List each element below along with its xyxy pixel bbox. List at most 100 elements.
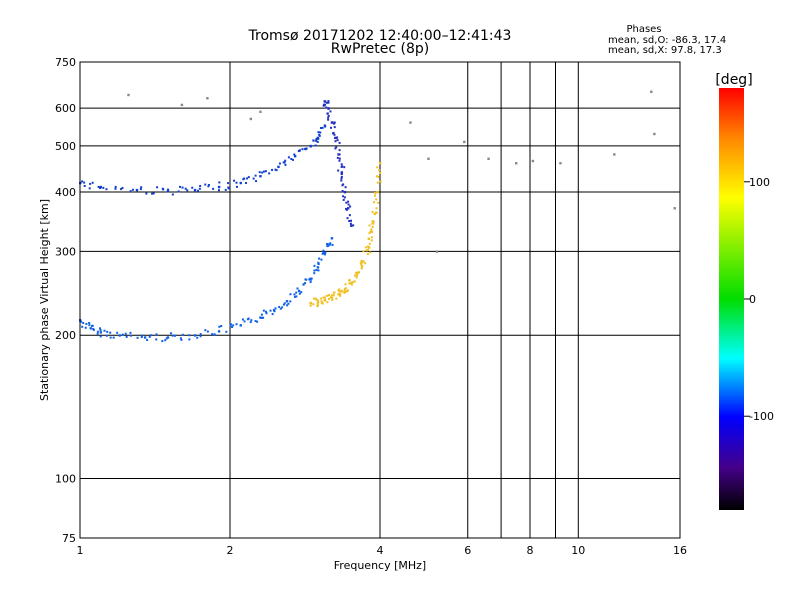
data-point [243, 177, 246, 180]
data-point [340, 290, 343, 293]
data-point [313, 269, 316, 272]
data-point [378, 169, 381, 172]
data-point [342, 198, 345, 201]
data-point [247, 317, 250, 320]
data-point [335, 297, 338, 300]
data-point [338, 141, 341, 144]
data-point [229, 324, 232, 327]
data-point [89, 327, 92, 330]
data-point [327, 118, 330, 121]
data-point [326, 112, 329, 115]
data-point [304, 148, 307, 151]
y-axis-label: Stationary phase Virtual Height [km] [38, 199, 51, 401]
data-point [218, 181, 221, 184]
series-2 [322, 100, 355, 227]
data-point [282, 303, 285, 306]
x-tick-label: 6 [464, 544, 471, 557]
data-point [335, 136, 338, 139]
data-point [371, 222, 374, 225]
data-points [79, 90, 676, 343]
data-point [293, 153, 296, 156]
data-point [309, 277, 312, 280]
data-point [350, 224, 353, 227]
data-point [345, 207, 348, 210]
data-point [336, 156, 339, 159]
data-point [312, 139, 315, 142]
data-point [124, 332, 127, 335]
data-point [376, 181, 379, 184]
data-point [653, 132, 656, 136]
series-0 [79, 237, 334, 343]
data-point [374, 192, 377, 195]
data-point [339, 294, 342, 297]
y-tick-label: 75 [62, 532, 76, 545]
data-point [346, 289, 349, 292]
data-point [186, 189, 189, 192]
data-point [330, 237, 334, 240]
phase-header-x: mean, sd,X: 97.8, 17.3 [608, 45, 722, 56]
data-point [313, 272, 316, 275]
data-point [89, 182, 92, 185]
data-point [336, 139, 339, 142]
data-point [164, 339, 167, 342]
data-point [218, 325, 221, 328]
chart-title: Tromsø 20171202 12:40:00–12:41:43 [248, 28, 512, 44]
data-point [330, 296, 334, 299]
data-point [167, 188, 170, 191]
y-tick-label: 300 [55, 245, 76, 258]
data-point [344, 186, 347, 189]
data-point [179, 185, 182, 188]
data-point [377, 201, 380, 204]
data-point [81, 325, 84, 328]
data-point [362, 260, 365, 263]
data-point [295, 291, 298, 294]
y-tick-label: 500 [55, 140, 76, 153]
data-point [166, 189, 170, 193]
axis-ticks: 75 100 200 300 400 500 600 750 1 2 4 6 8 10 16 [55, 56, 687, 557]
data-point [296, 287, 299, 290]
data-point [327, 114, 330, 117]
data-point [371, 210, 374, 213]
data-point [368, 224, 371, 227]
data-point [310, 277, 313, 280]
data-point [85, 322, 88, 325]
data-point [352, 224, 355, 227]
data-point [353, 280, 356, 283]
data-point [235, 181, 238, 184]
data-point [135, 188, 139, 192]
y-tick-label: 750 [55, 56, 76, 69]
data-point [143, 336, 147, 339]
data-point [99, 327, 102, 330]
data-point [103, 329, 106, 332]
data-point [114, 185, 117, 188]
data-point [355, 271, 358, 274]
grid-lines [80, 62, 680, 538]
data-point [312, 303, 315, 306]
data-point [278, 305, 281, 308]
data-point [105, 334, 108, 337]
data-point [309, 278, 312, 281]
data-point [313, 264, 316, 267]
data-point [262, 309, 265, 312]
data-point [199, 184, 202, 187]
data-point [340, 171, 344, 174]
data-point [275, 169, 278, 172]
data-point [320, 258, 323, 261]
data-point [268, 172, 271, 175]
data-point [293, 293, 296, 296]
data-point [81, 180, 84, 183]
data-point [333, 291, 336, 294]
data-point [370, 239, 373, 242]
data-point [309, 281, 312, 284]
data-point [139, 188, 142, 191]
data-point [285, 300, 289, 303]
data-point [341, 190, 344, 193]
data-point [204, 329, 207, 332]
data-point [83, 181, 86, 184]
data-point [317, 261, 320, 264]
data-point [171, 334, 174, 337]
data-point [325, 101, 328, 104]
data-point [264, 310, 267, 313]
data-point [368, 242, 371, 245]
data-point [211, 333, 214, 336]
